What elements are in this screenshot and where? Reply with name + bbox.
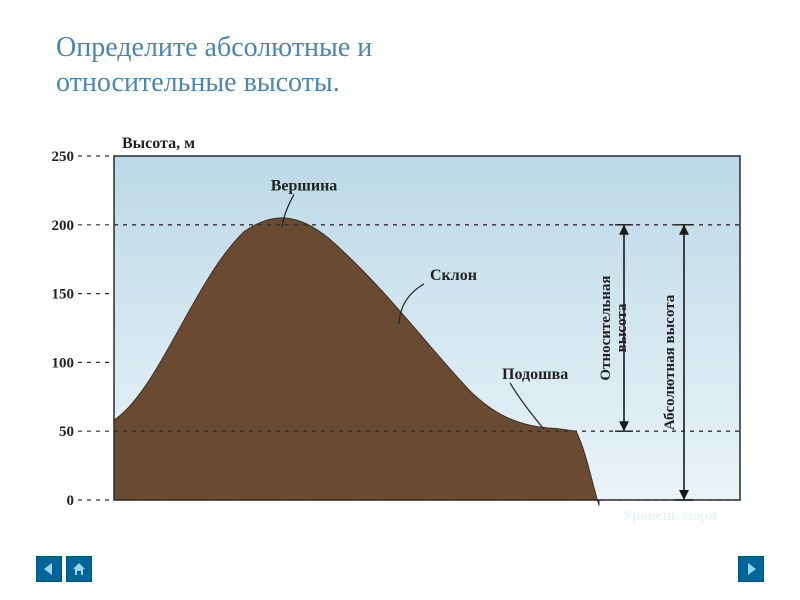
slide-title: Определите абсолютные и относительные вы… <box>56 30 372 100</box>
svg-text:0: 0 <box>67 493 75 509</box>
svg-text:Высота, м: Высота, м <box>122 135 195 152</box>
nav-left-group <box>36 556 92 582</box>
svg-text:50: 50 <box>59 424 74 440</box>
svg-text:Вершина: Вершина <box>271 177 338 194</box>
arrow-left-icon <box>42 562 56 576</box>
svg-text:250: 250 <box>52 149 75 165</box>
svg-text:Уровень моря: Уровень моря <box>622 508 716 524</box>
svg-text:Абсолютная высота: Абсолютная высота <box>662 294 678 430</box>
elevation-diagram: 0 50 100 150 200 250 Высота, м Вершина Склон Подо… <box>40 130 760 530</box>
arrow-right-icon <box>744 562 758 576</box>
svg-text:100: 100 <box>52 355 75 371</box>
diagram-area: 0 50 100 150 200 250 Высота, м Вершина Склон Подо… <box>40 130 760 530</box>
svg-text:Подошва: Подошва <box>502 366 568 383</box>
svg-text:150: 150 <box>52 287 75 303</box>
title-line-2: относительные высоты. <box>56 67 340 98</box>
svg-text:200: 200 <box>52 218 75 234</box>
next-slide-button[interactable] <box>738 556 764 582</box>
nav-right-group <box>738 556 764 582</box>
home-button[interactable] <box>66 556 92 582</box>
title-line-1: Определите абсолютные и <box>56 32 372 63</box>
home-icon <box>72 562 86 576</box>
svg-text:Склон: Склон <box>430 267 477 284</box>
prev-slide-button[interactable] <box>36 556 62 582</box>
